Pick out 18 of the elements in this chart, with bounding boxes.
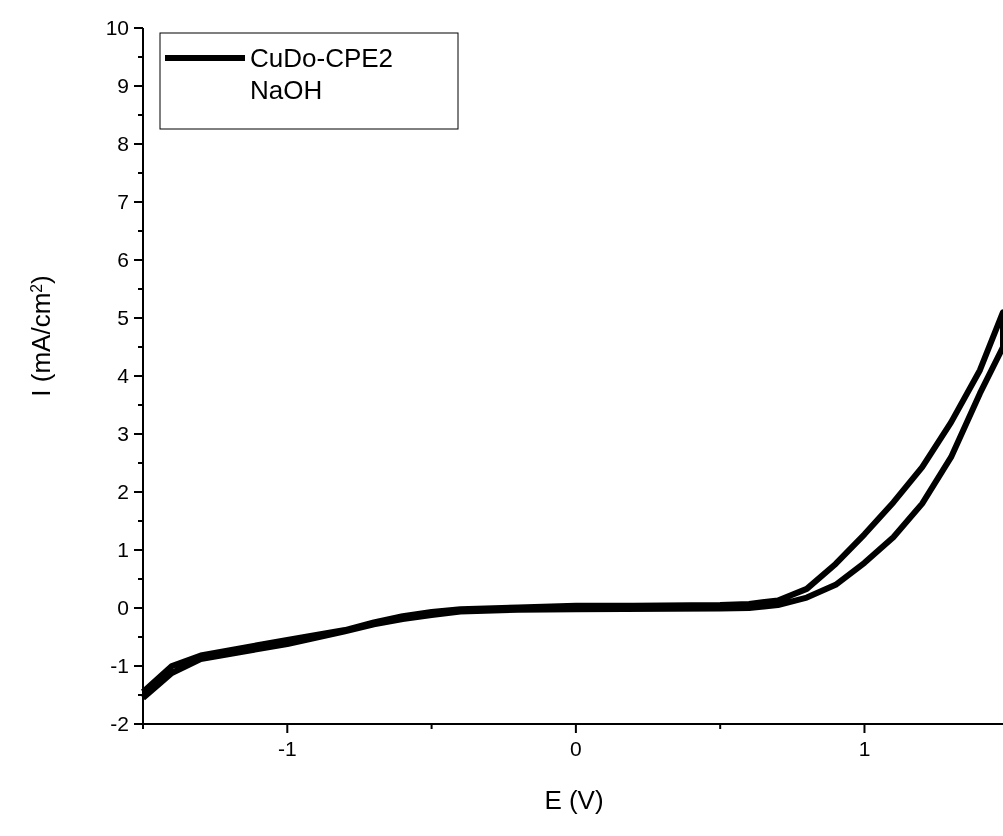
y-tick-label: 4 [117,364,130,388]
x-tick-label: 1 [858,737,871,760]
legend-label: CuDo-CPE2 NaOH [250,43,394,105]
y-tick-label: 7 [117,190,129,214]
x-tick-label: 0 [570,737,582,760]
y-tick-label: 3 [117,422,129,446]
y-tick-label: -1 [110,654,129,678]
y-tick-label: 8 [117,132,129,156]
x-tick-label: -1 [277,737,297,760]
y-tick-label: 1 [117,538,129,562]
y-tick-label: -2 [110,712,129,736]
y-tick-label: 6 [117,248,129,272]
y-tick-label: 2 [117,480,129,504]
y-tick-label: 0 [117,596,129,620]
y-tick-label: 5 [117,306,129,330]
x-axis-title: E (V) [544,785,604,815]
y-tick-label: 10 [105,16,129,40]
y-tick-label: 9 [117,74,129,98]
